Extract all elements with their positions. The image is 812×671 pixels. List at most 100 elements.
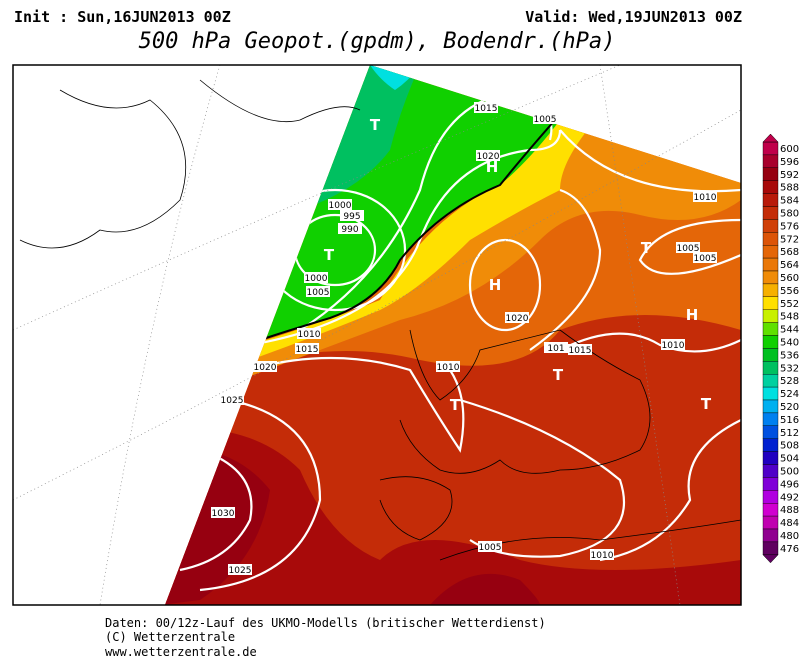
colorbar-swatch <box>762 348 779 362</box>
pressure-center: H <box>486 158 499 176</box>
colorbar-swatch <box>762 399 779 414</box>
isobar-label-box <box>544 342 568 353</box>
colorbar-swatch <box>762 515 779 530</box>
colorbar-label: 528 <box>780 376 799 387</box>
isobar-label-box <box>568 344 592 355</box>
colorbar-swatch <box>762 438 779 452</box>
isobar-label-box <box>661 339 685 350</box>
isobar-label-box <box>533 113 557 124</box>
isobar-label-box <box>693 191 717 202</box>
isobar <box>249 129 562 347</box>
colorbar-label: 572 <box>780 234 799 245</box>
isobar-label: 1010 <box>662 341 685 351</box>
colorbar-label: 548 <box>780 312 799 323</box>
colorbar-swatch <box>762 167 779 181</box>
colorbar-swatch <box>762 257 779 272</box>
isobar-label: 990 <box>341 225 358 235</box>
pressure-center: T <box>701 395 712 413</box>
colorbar-swatch <box>762 141 779 156</box>
footer-line: www.wetterzentrale.de <box>105 645 257 659</box>
isobar-label: 1025 <box>221 396 244 406</box>
isobar-label-box <box>676 242 700 253</box>
colorbar-swatch <box>762 232 779 246</box>
isobar-label-box <box>436 361 460 372</box>
colorbar-swatch <box>762 490 779 504</box>
colorbar-label: 516 <box>780 415 799 426</box>
field-region <box>250 115 600 360</box>
colorbar-label: 596 <box>780 157 799 168</box>
colorbar-label: 552 <box>780 299 799 310</box>
isobar-label: 1010 <box>298 330 321 340</box>
isobar <box>599 419 741 562</box>
isobar <box>559 332 741 353</box>
isobar <box>179 448 253 572</box>
colorbar-label: 520 <box>780 402 799 413</box>
isobar-label-box <box>474 102 498 113</box>
colorbar-label: 556 <box>780 286 799 297</box>
isobar-label-box <box>297 328 321 339</box>
colorbar-label: 484 <box>780 518 799 529</box>
isobar-label-box <box>211 507 235 518</box>
colorbar-label: 564 <box>780 260 799 271</box>
field-region <box>165 428 741 605</box>
colorbar-label: 576 <box>780 221 799 232</box>
isobar-label: 1005 <box>479 543 502 553</box>
colorbar-swatch <box>762 296 779 310</box>
colorbar-swatch <box>762 180 779 194</box>
isobar-label-box <box>328 199 352 210</box>
isobar-label: 995 <box>343 212 360 222</box>
pressure-center: T <box>370 116 381 134</box>
coastline <box>379 476 453 541</box>
pressure-center: H <box>489 276 502 294</box>
colorbar-swatch <box>762 412 779 426</box>
isobar-label-box <box>505 312 529 323</box>
isobar-label-box <box>590 549 614 560</box>
isobar <box>199 398 322 592</box>
isobar-label: 1010 <box>437 363 460 373</box>
colorbar-swatch <box>762 464 779 478</box>
colorbar-swatch <box>762 541 779 556</box>
colorbar-swatch <box>762 361 779 375</box>
colorbar-swatch <box>762 528 779 543</box>
colorbar-swatch <box>762 154 779 168</box>
colorbar-label: 600 <box>780 144 799 155</box>
isobar-label-box <box>478 541 502 552</box>
colorbar-label: 508 <box>780 441 799 452</box>
isobar-label: 1005 <box>694 254 717 264</box>
colorbar-label: 512 <box>780 428 799 439</box>
colorbar-label: 568 <box>780 247 799 258</box>
isobar <box>459 398 625 558</box>
map <box>12 64 742 606</box>
colorbar-swatch <box>762 322 779 336</box>
colorbar-swatch <box>762 283 779 297</box>
colorbar-swatch <box>762 425 779 439</box>
isobar-label-box <box>476 150 500 161</box>
isobar-label: 1005 <box>677 244 700 254</box>
isobar-label-box <box>253 361 277 372</box>
init-label: Init : Sun,16JUN2013 00Z <box>14 8 231 26</box>
isobar-label: 1020 <box>477 152 500 162</box>
colorbar-label: 504 <box>780 454 799 465</box>
valid-label: Valid: Wed,19JUN2013 00Z <box>525 8 742 26</box>
colorbar-swatch <box>762 335 779 349</box>
isobar-label: 1005 <box>534 115 557 125</box>
isobar-label: 1020 <box>254 363 277 373</box>
colorbar-label: 580 <box>780 209 799 220</box>
colorbar-label: 584 <box>780 196 799 207</box>
map-labels: 1015100510201010100099599010051005100010… <box>211 102 717 576</box>
colorbar-label: 496 <box>780 479 799 490</box>
isobar-label: 1030 <box>212 509 235 519</box>
isobar <box>529 188 602 351</box>
colorbar-label: 536 <box>780 350 799 361</box>
isobar-label-box <box>304 272 328 283</box>
isobar-label: 1000 <box>305 274 328 284</box>
colorbar-end <box>762 133 779 143</box>
isobar <box>468 238 542 332</box>
colorbar-label: 532 <box>780 363 799 374</box>
colorbar-swatch <box>762 477 779 491</box>
colorbar-label: 500 <box>780 467 799 478</box>
pressure-center: T <box>450 396 461 414</box>
isobar-label: 101 <box>547 344 564 354</box>
